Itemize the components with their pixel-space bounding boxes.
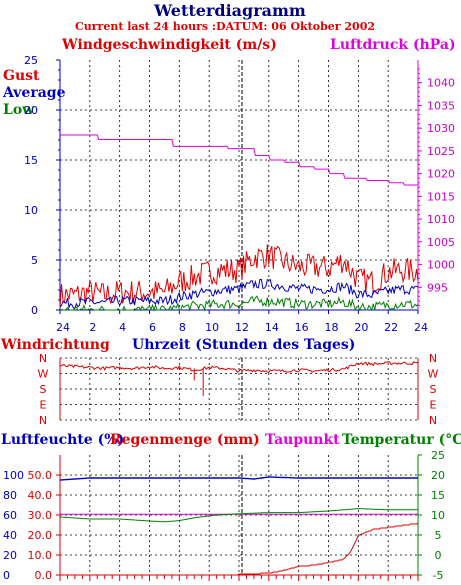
rain-tick-label: 10.0 xyxy=(28,549,53,562)
temperature-tick-label: 25 xyxy=(431,449,445,462)
legend-low: Low xyxy=(3,102,35,118)
x-tick-label: 8 xyxy=(179,321,186,334)
y-tick-label: 10 xyxy=(24,204,38,217)
rain-tick-label: 20.0 xyxy=(28,529,53,542)
x-tick-label: 22 xyxy=(384,321,398,334)
x-tick-label: 4 xyxy=(119,321,126,334)
dir-label-left: N xyxy=(39,414,47,427)
x-tick-label: 20 xyxy=(354,321,368,334)
dir-label-left: S xyxy=(40,383,47,396)
humidity-tick-label: 0 xyxy=(3,569,10,582)
legend-humidity: Luftfeuchte (%) xyxy=(1,432,124,448)
series-temperature xyxy=(59,508,418,523)
y-right-tick-label: 1025 xyxy=(427,145,455,158)
x-tick-label: 24 xyxy=(56,321,70,334)
temperature-tick-label: -5 xyxy=(433,569,444,582)
legend-rain: Regenmenge (mm) xyxy=(110,432,260,448)
dir-label-right: N xyxy=(429,414,437,427)
y-right-tick-label: 995 xyxy=(427,281,448,294)
wind-direction-axis-label: Windrichtung xyxy=(0,337,110,353)
y-right-tick-label: 1005 xyxy=(427,236,455,249)
chart-subtitle: Current last 24 hours :DATUM: 06 Oktober… xyxy=(75,20,375,33)
temperature-tick-label: 10 xyxy=(431,509,445,522)
humidity-tick-label: 100 xyxy=(3,469,24,482)
wind-speed-axis-label: Windgeschwindigkeit (m/s) xyxy=(61,37,277,53)
y-right-tick-label: 1035 xyxy=(427,99,455,112)
dir-label-right: W xyxy=(428,368,439,381)
x-tick-label: 2 xyxy=(89,321,96,334)
temperature-tick-label: 0 xyxy=(435,549,442,562)
rain-tick-label: 30.0 xyxy=(28,509,53,522)
series-low xyxy=(59,295,419,312)
y-right-tick-label: 1030 xyxy=(427,122,455,135)
humidity-tick-label: 40 xyxy=(3,529,17,542)
humidity-tick-label: 60 xyxy=(3,509,17,522)
y-tick-label: 5 xyxy=(31,254,38,267)
y-right-tick-label: 1040 xyxy=(427,77,455,90)
y-right-tick-label: 1020 xyxy=(427,168,455,181)
series-rain xyxy=(60,522,419,576)
rain-tick-label: 50.0 xyxy=(28,469,53,482)
legend-gust: Gust xyxy=(3,68,40,84)
series-average xyxy=(59,278,419,309)
wind-direction-plot: N NE ES SW WN N xyxy=(38,352,439,427)
y-right-tick-label: 1015 xyxy=(427,190,455,203)
x-tick-label: 24 xyxy=(414,321,428,334)
x-tick-label: 12 xyxy=(235,321,249,334)
y-tick-label: 0 xyxy=(31,304,38,317)
x-tick-label: 10 xyxy=(205,321,219,334)
x-tick-label: 6 xyxy=(149,321,156,334)
legend-dewpoint: Taupunkt xyxy=(265,432,340,448)
wind-pressure-plot: 0510152025995100010051010101510201025103… xyxy=(24,54,455,334)
y-right-tick-label: 1000 xyxy=(427,259,455,272)
humidity-tick-label: 20 xyxy=(3,549,17,562)
x-tick-label: 14 xyxy=(265,321,279,334)
series-gust xyxy=(59,244,419,309)
rain-tick-label: 40.0 xyxy=(28,489,53,502)
time-axis-label: Uhrzeit (Stunden des Tages) xyxy=(132,337,355,353)
rain-tick-label: 0.0 xyxy=(35,569,53,582)
temperature-tick-label: 20 xyxy=(431,469,445,482)
dir-label-right: S xyxy=(430,383,437,396)
series-humidity xyxy=(59,476,418,481)
dir-label-left: N xyxy=(39,352,47,365)
series-luftdruck xyxy=(60,134,418,186)
legend-temperature: Temperatur (°C) xyxy=(342,432,461,448)
y-right-tick-label: 1010 xyxy=(427,213,455,226)
chart-title: Wetterdiagramm xyxy=(153,1,306,20)
dir-label-left: W xyxy=(38,368,49,381)
pressure-axis-label: Luftdruck (hPa) xyxy=(330,37,456,53)
dir-label-right: E xyxy=(430,399,437,412)
temperature-tick-label: 5 xyxy=(435,529,442,542)
y-tick-label: 20 xyxy=(24,104,38,117)
x-tick-label: 16 xyxy=(295,321,309,334)
legend-average: Average xyxy=(2,85,66,101)
y-tick-label: 25 xyxy=(24,54,38,67)
temperature-tick-label: 15 xyxy=(431,489,445,502)
series-wind-direction xyxy=(59,361,419,373)
dir-label-right: N xyxy=(429,352,437,365)
dir-label-left: E xyxy=(40,399,47,412)
humidity-tick-label: 80 xyxy=(3,489,17,502)
y-tick-label: 15 xyxy=(24,154,38,167)
humidity-rain-temp-plot: 0 20 40 60 80 100 0.0 10.0 20.0 30.0 40.0 50.0 -5 0 5 1… xyxy=(3,449,445,582)
x-tick-label: 18 xyxy=(325,321,339,334)
